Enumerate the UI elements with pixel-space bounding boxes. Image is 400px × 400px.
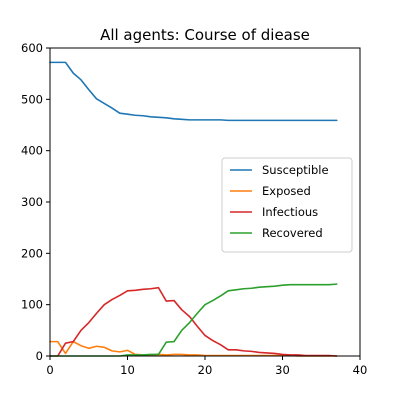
series-line-exposed — [49, 340, 338, 357]
y-tick-label: 300 — [21, 195, 43, 209]
y-tick-label: 100 — [21, 298, 43, 312]
chart-title: All agents: Course of diease — [100, 26, 310, 44]
series-line-infectious — [49, 286, 338, 357]
x-tick-label: 0 — [46, 363, 53, 377]
legend-box — [221, 157, 353, 253]
y-tick-label: 200 — [21, 246, 43, 260]
x-axis: 0 10 20 30 40 — [46, 356, 367, 377]
x-tick-label: 40 — [353, 363, 368, 377]
x-tick-label: 30 — [275, 363, 290, 377]
y-tick-label: 600 — [21, 41, 43, 55]
y-axis: 0 100 200 300 400 500 600 — [21, 41, 50, 363]
series-line-susceptible — [49, 61, 338, 122]
x-tick-label: 20 — [198, 363, 213, 377]
legend: Susceptible Exposed Infectious Recovered — [221, 157, 353, 253]
legend-label-exposed: Exposed — [262, 184, 311, 198]
legend-label-susceptible: Susceptible — [262, 163, 329, 177]
y-tick-label: 400 — [21, 144, 43, 158]
x-tick-label: 10 — [120, 363, 135, 377]
y-tick-label: 500 — [21, 92, 43, 106]
y-tick-label: 0 — [36, 349, 43, 363]
legend-label-recovered: Recovered — [262, 226, 323, 240]
legend-label-infectious: Infectious — [262, 205, 318, 219]
